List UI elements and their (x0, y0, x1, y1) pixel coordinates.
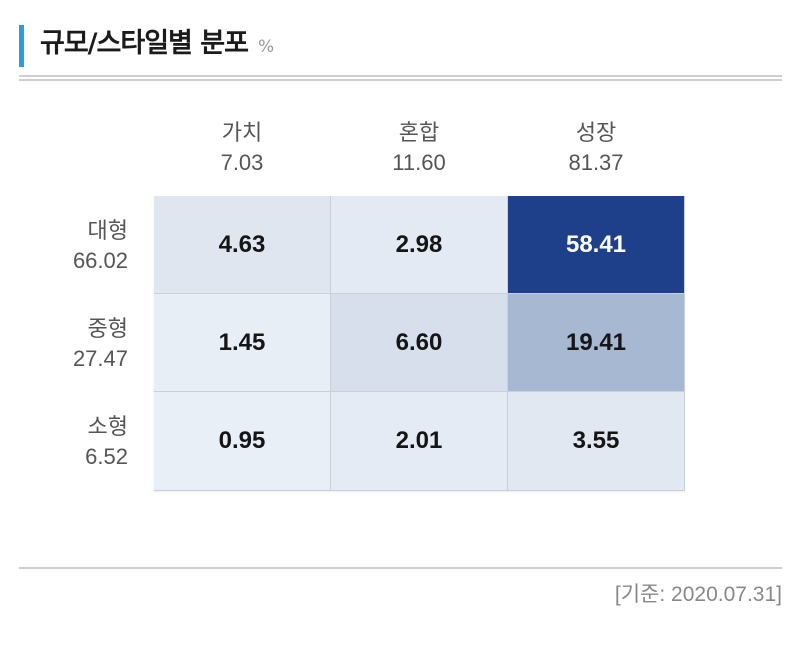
heatmap-cell: 19.41 (508, 294, 685, 392)
heatmap-cell: 2.01 (331, 392, 508, 491)
column-total: 7.03 (220, 150, 264, 175)
column-total: 11.60 (392, 150, 446, 175)
row-total: 66.02 (72, 248, 128, 273)
title-text: 규모/스타일별 분포 (40, 28, 249, 59)
heatmap-cell: 58.41 (508, 196, 685, 294)
heatmap-cell: 3.55 (508, 392, 685, 491)
row-header-small: 소형 6.52 (40, 412, 128, 472)
heatmap-cell: 0.95 (154, 392, 331, 491)
heatmap-cell: 1.45 (154, 294, 331, 392)
row-label: 대형 (87, 218, 128, 243)
column-label: 성장 (575, 120, 617, 145)
column-label: 혼합 (398, 120, 440, 145)
header-divider (19, 75, 782, 81)
column-header-value: 가치 7.03 (154, 118, 330, 178)
row-total: 27.47 (72, 346, 128, 371)
page-title: 규모/스타일별 분포% (40, 26, 274, 65)
row-total: 6.52 (85, 444, 128, 469)
style-box-heatmap: 4.63 2.98 58.41 1.45 6.60 19.41 0.95 2.0… (154, 196, 685, 491)
row-label: 소형 (87, 414, 128, 439)
row-header-mid: 중형 27.47 (40, 314, 128, 374)
column-header-blend: 혼합 11.60 (331, 118, 507, 178)
footer-divider (19, 567, 782, 569)
heatmap-cell: 4.63 (154, 196, 331, 294)
row-header-large: 대형 66.02 (40, 216, 128, 276)
basis-date: [기준: 2020.07.31] (614, 583, 782, 606)
column-header-growth: 성장 81.37 (508, 118, 684, 178)
column-total: 81.37 (568, 150, 624, 175)
row-label: 중형 (87, 316, 128, 341)
title-accent-bar (19, 25, 24, 67)
unit-label: % (257, 37, 275, 57)
heatmap-cell: 2.98 (331, 196, 508, 294)
heatmap-cell: 6.60 (331, 294, 508, 392)
column-label: 가치 (221, 120, 263, 145)
